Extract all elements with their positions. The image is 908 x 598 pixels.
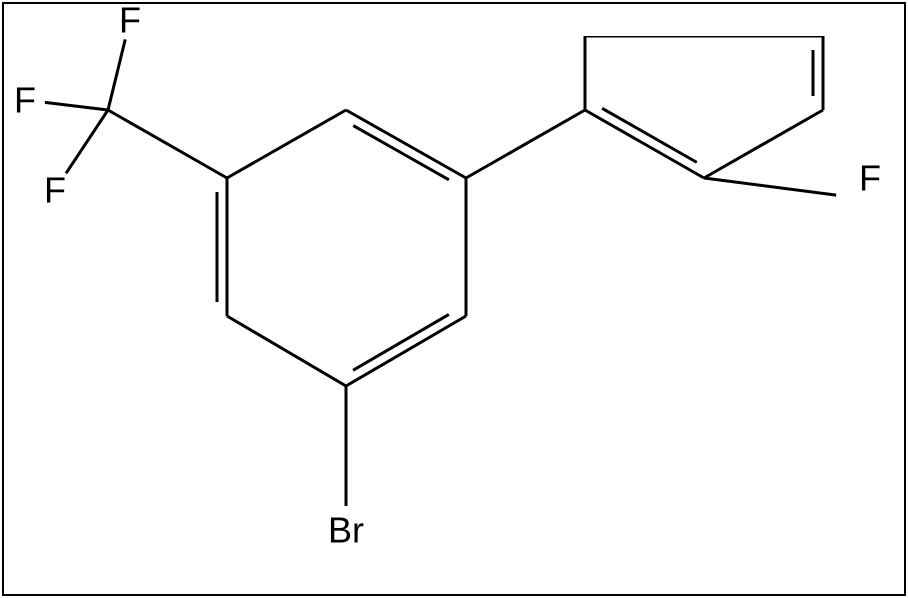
atom-label-f: F	[859, 158, 881, 199]
atom-label-f: F	[44, 170, 66, 211]
frame-border	[3, 3, 905, 595]
atom-label-f: F	[119, 0, 141, 41]
atom-label-f: F	[14, 80, 36, 121]
atom-label-br: Br	[328, 510, 364, 551]
molecule-svg: F F F Br F	[0, 0, 908, 598]
bonds	[45, 26, 836, 506]
atom-labels: F F F Br F	[14, 0, 881, 551]
